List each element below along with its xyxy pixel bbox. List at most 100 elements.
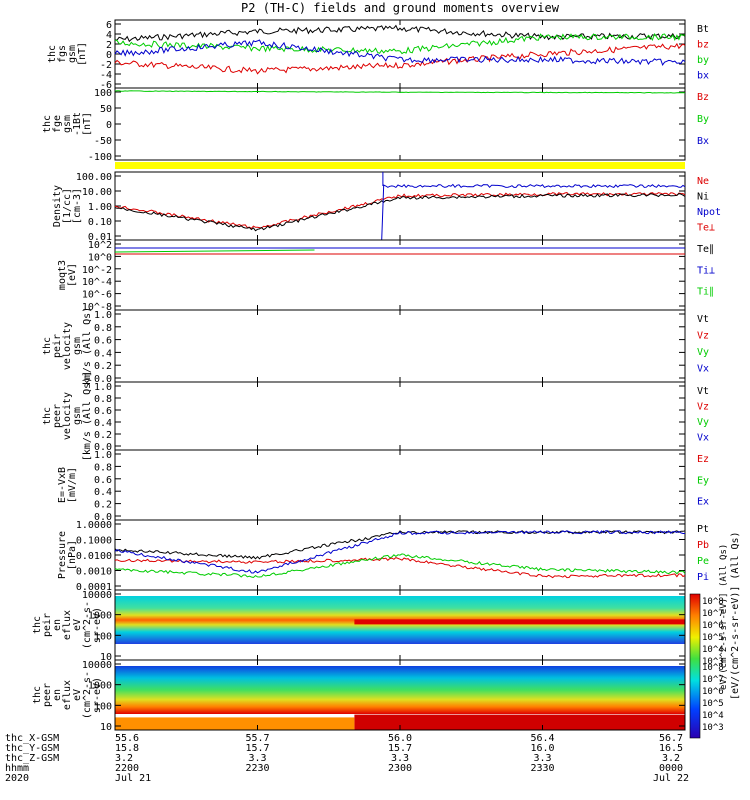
colorbar-tick-label: 10^4 <box>702 645 724 655</box>
y-axis-label: [nT] <box>77 42 88 66</box>
y-axis-label: E=-VxB <box>57 467 68 503</box>
panel-temp: 10^210^0 10^-210^-4 10^-610^-8 moqt3 [eV] Te∥… <box>57 239 715 313</box>
legend-entry: Ni <box>697 192 709 203</box>
legend-entry: bz <box>697 40 709 51</box>
colorbar-tick-label: 10^3 <box>702 723 724 733</box>
legend-entry: Npot <box>697 207 721 218</box>
legend-entry: By <box>697 114 709 125</box>
series-line-bz <box>114 42 686 75</box>
colorbar-tick-label: 10^5 <box>702 633 724 643</box>
y-axis-label: eV <box>72 689 83 701</box>
y-tick-label: 10^2 <box>88 240 112 251</box>
footer-value: 55.7 <box>245 733 269 744</box>
series-line-ti-par <box>114 249 315 253</box>
y-tick-label: 0.0 <box>94 442 112 453</box>
legend-entry: Pb <box>697 540 709 551</box>
footer-value: 2330 <box>530 763 554 774</box>
y-axis-label: [cm-3] <box>72 188 83 224</box>
y-axis-label: moqt3 <box>57 260 68 290</box>
y-tick-label: 10000 <box>82 590 112 601</box>
y-tick-label: 6 <box>106 20 112 31</box>
y-tick-label: 0.2 <box>94 500 112 511</box>
y-tick-label: 0.0100 <box>76 551 112 562</box>
series-line-Ni <box>114 193 686 232</box>
y-axis-label: velocity <box>62 322 73 370</box>
footer-row-label: hhmm <box>5 763 29 774</box>
y-tick-label: 0 <box>106 120 112 131</box>
y-axis-label: [km/s (All Qs)] <box>82 371 93 461</box>
y-axis-label: eflux <box>62 610 73 640</box>
y-axis-label: Pressure <box>57 531 68 579</box>
legend-entry: Ey <box>697 475 709 486</box>
legend-entry: Vz <box>697 402 709 413</box>
legend-entry: Ez <box>697 454 709 465</box>
y-tick-label: 0.4 <box>94 487 112 498</box>
y-axis-label: thc <box>42 115 53 133</box>
spectrogram-band <box>115 717 355 730</box>
y-axis-label: (cm^2-s- <box>82 671 93 719</box>
y-tick-label: 1000 <box>88 681 112 692</box>
colorbar-label: [eV/(cm^2-s-sr-eV)] (All Qs) <box>730 531 741 700</box>
y-tick-label: 0.4 <box>94 348 112 359</box>
data-quality-bar <box>115 162 685 169</box>
y-tick-label: 0.0001 <box>76 582 112 593</box>
panel-frame <box>114 171 686 241</box>
legend-entry: Bz <box>697 92 709 103</box>
y-tick-label: 10^0 <box>88 252 112 263</box>
y-tick-label: 10.00 <box>82 187 112 198</box>
y-tick-label: 1.0 <box>94 310 112 321</box>
legend-entry: Pt <box>697 524 709 535</box>
colorbar-tick-label: 10^5 <box>702 699 724 709</box>
y-tick-label: 0.01 <box>88 232 112 243</box>
y-tick-label: -2 <box>100 60 112 71</box>
y-tick-label: 0.8 <box>94 394 112 405</box>
y-tick-label: 10^-4 <box>82 277 112 288</box>
legend-entry: Bx <box>697 136 709 147</box>
footer-value: 0000 <box>659 763 683 774</box>
panel-efield: 1.00.8 0.60.4 0.20.0 E=-VxB [mV/m] Ez Ey Ex <box>57 449 709 523</box>
y-axis-label: peir <box>52 334 63 358</box>
legend-entry: Te⊥ <box>697 223 715 234</box>
y-axis-label: fgs <box>57 45 68 63</box>
y-tick-label: 0.1000 <box>76 536 112 547</box>
y-tick-label: 100 <box>94 631 112 642</box>
y-tick-label: 0.8 <box>94 462 112 473</box>
panel-frame <box>114 381 686 451</box>
footer-value: 56.0 <box>388 733 412 744</box>
y-tick-label: 100 <box>94 88 112 99</box>
panel-frame <box>114 309 686 383</box>
y-tick-label: 1.0000 <box>76 520 112 531</box>
footer-value: 2230 <box>245 763 269 774</box>
y-tick-label: 0.0 <box>94 512 112 523</box>
y-axis-label: (cm^2-s- <box>82 601 93 649</box>
colorbar-tick-label: 10^8 <box>702 597 724 607</box>
footer-row-label: thc_Z-GSM <box>5 753 59 764</box>
y-tick-label: -6 <box>100 80 112 91</box>
legend-entry: bx <box>697 71 709 82</box>
y-tick-label: 10^-6 <box>82 290 112 301</box>
y-axis-label: thc <box>32 616 43 634</box>
panel-fge: 100 50 0 -50 -100 thc fge gsm -1Bt [nT] Bz By Bx <box>42 87 709 163</box>
series-line-Npot <box>115 183 686 241</box>
y-tick-label: 0.0010 <box>76 567 112 578</box>
footer-value: 56.7 <box>659 733 683 744</box>
legend-entry: Vz <box>697 331 709 342</box>
panel-peir_velocity: 1.0 0.8 0.60.4 0.2 0.0 thc peir velocity gsm km/s… <box>42 307 709 385</box>
y-axis-label: eflux <box>62 680 73 710</box>
y-axis-label: thc <box>42 407 53 425</box>
y-tick-label: 0.2 <box>94 361 112 372</box>
y-tick-label: 10 <box>100 722 112 733</box>
y-axis-label: [1/cc] <box>62 188 73 224</box>
y-tick-label: 0.10 <box>88 217 112 228</box>
footer-value: 2300 <box>388 763 412 774</box>
y-axis-label: [mV/m] <box>67 467 78 503</box>
colorbar-tick-label: 10^6 <box>702 687 724 697</box>
y-axis-label: thc <box>42 337 53 355</box>
y-axis-label: [nPa] <box>67 540 78 570</box>
y-tick-label: 1.0 <box>94 450 112 461</box>
y-axis-label: sr-eV) <box>92 677 103 713</box>
footer-value: 55.6 <box>115 733 139 744</box>
